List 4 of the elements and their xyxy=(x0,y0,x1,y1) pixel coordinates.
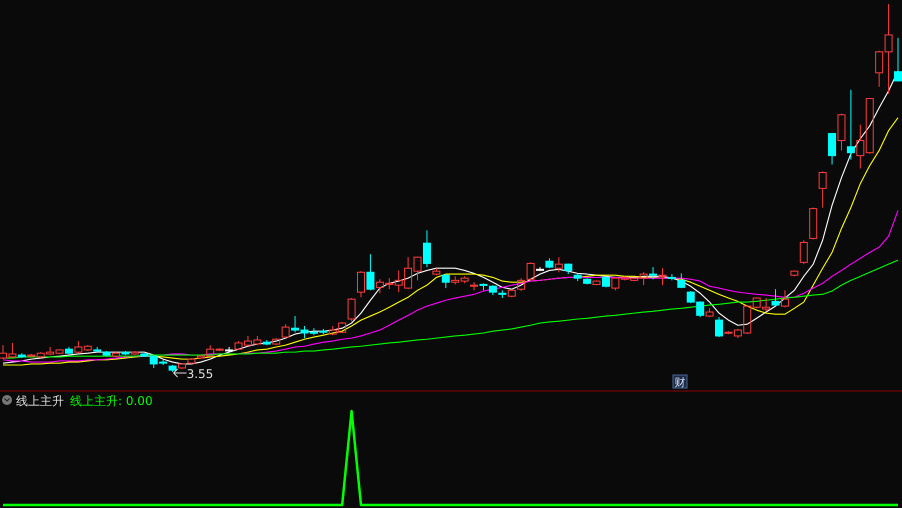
text: 财 xyxy=(674,376,686,389)
annotation: 3.55 xyxy=(186,367,214,381)
text: 线上主升: 0.00 xyxy=(70,394,153,408)
chart-title: 线上主升 xyxy=(16,394,64,408)
